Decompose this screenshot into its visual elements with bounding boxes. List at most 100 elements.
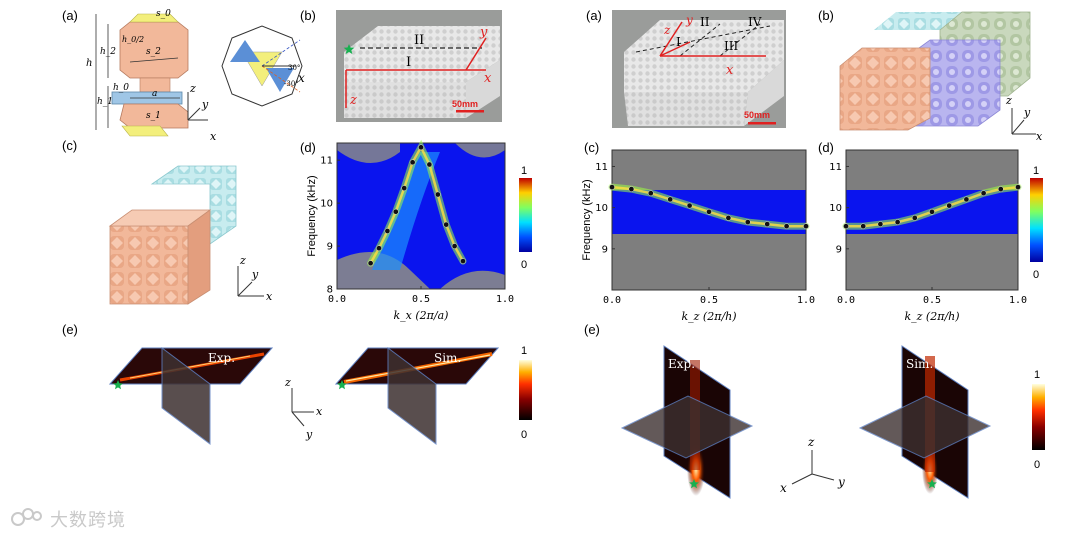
- right-e-sim-field: [858, 345, 992, 499]
- right-d-xtick-label: 0.5: [923, 295, 941, 306]
- left-d-point: [443, 221, 450, 228]
- left-d-ytick-label: 11: [320, 156, 333, 167]
- right-e-exp-label: Exp.: [668, 357, 695, 371]
- right-e-sim-star-icon: [927, 479, 937, 489]
- left-e-axis-y: y: [305, 428, 313, 441]
- right-c-point: [725, 215, 732, 221]
- dim-s1: s_1: [146, 111, 161, 121]
- right-c-point: [686, 202, 693, 209]
- right-e-axis-y: y: [837, 475, 845, 489]
- right-c-ytick-label: 10: [595, 203, 608, 214]
- left-e-label: (e): [62, 322, 78, 337]
- right-d-xtick-label: 1.0: [1009, 295, 1027, 306]
- right-c-xtick-label: 1.0: [797, 295, 815, 306]
- left-b-axis-x: x: [484, 71, 492, 86]
- right-a-scale-bar: 50mm: [744, 110, 770, 120]
- right-d-ytick-label: 9: [836, 244, 842, 255]
- left-d-series-line-0: [369, 144, 465, 264]
- dim-h: h: [86, 58, 92, 69]
- right-a-axis-y: y: [685, 13, 693, 27]
- left-d-ytick-label: 10: [320, 199, 333, 210]
- left-d-colorbar: [519, 178, 532, 252]
- right-d-colorbar: [1030, 178, 1043, 262]
- right-c-point: [706, 208, 712, 215]
- right-c-point: [667, 196, 674, 203]
- left-b-region-ii: II: [414, 33, 424, 48]
- left-d-xtick-label: 0.0: [328, 294, 346, 305]
- left-e-exp-star-icon: [113, 380, 123, 390]
- left-e-colorbar-max: 1: [521, 345, 527, 357]
- watermark-text: 大数跨境: [50, 510, 126, 531]
- right-d-label: (d): [818, 140, 834, 155]
- right-a-region-i: I: [676, 35, 681, 49]
- right-c-point: [764, 221, 771, 227]
- right-c-xlabel: k_z (2π/h): [681, 310, 736, 323]
- right-b-axis-z: z: [1005, 94, 1012, 107]
- left-d-point: [409, 159, 416, 166]
- angle-minus-30: -30°: [284, 80, 299, 88]
- left-e-colorbar-min: 0: [521, 429, 527, 441]
- right-a-axis-x: x: [726, 63, 734, 78]
- right-e-sim-label: Sim.: [906, 357, 933, 371]
- right-b-axis-x: x: [1036, 130, 1043, 143]
- right-a-region-iii: III: [724, 39, 738, 53]
- left-d-label: (d): [300, 140, 316, 155]
- left-d-colorbar-min: 0: [521, 259, 527, 271]
- dim-h0: h_0: [113, 83, 129, 93]
- right-c-ytick-label: 9: [602, 244, 608, 255]
- left-d-xtick-label: 1.0: [496, 294, 514, 305]
- right-c-xtick-label: 0.0: [603, 295, 621, 306]
- right-d-point: [911, 215, 918, 221]
- angle-30: 30°: [288, 64, 300, 72]
- right-d-point: [946, 202, 953, 209]
- left-d-xlabel: k_x (2π/a): [394, 309, 449, 322]
- left-a-top-axis-x: x: [298, 71, 305, 85]
- right-c-ytick-label: 11: [595, 162, 608, 173]
- right-d-point: [894, 219, 901, 225]
- right-e-axis-z: z: [807, 435, 815, 449]
- right-e-colorbar-max: 1: [1034, 369, 1040, 381]
- watermark-logo-icon: [11, 508, 42, 526]
- left-d-point: [434, 191, 441, 198]
- left-d-point: [418, 144, 424, 151]
- left-e-colorbar: [519, 360, 532, 420]
- left-d-chart: 0.0 0.5 1.0 8 9 10 11 k_x (2π/a) Frequency (kHz): [306, 139, 514, 322]
- right-d-ytick-label: 10: [829, 203, 842, 214]
- right-d-point: [929, 208, 935, 215]
- right-d-band-plot: [846, 150, 1018, 290]
- right-d-chart: 0.0 0.5 1.0 9 10 11 k_z (2π/h): [829, 149, 1027, 323]
- left-b-sample-photo: [336, 10, 502, 122]
- right-c-point: [744, 219, 751, 225]
- left-e-axis-x: x: [316, 405, 323, 418]
- left-d-point: [401, 185, 408, 191]
- right-d-colorbar-min: 0: [1033, 269, 1039, 281]
- left-e-sim-star-icon: [337, 380, 347, 390]
- right-c-label: (c): [584, 140, 599, 155]
- dim-h1: h_1: [97, 97, 113, 107]
- right-e-exp-star-icon: [689, 479, 699, 489]
- right-d-point: [877, 221, 884, 227]
- right-c-chart: 0.0 0.5 1.0 9 10 11 k_z (2π/h) Frequency (kHz): [581, 149, 815, 323]
- left-d-point: [376, 245, 382, 252]
- dim-h0-half: h_0/2: [122, 35, 144, 44]
- right-b-lattice-render: [839, 11, 1036, 135]
- right-a-region-iv: IV: [748, 15, 762, 29]
- left-e-sim-label: Sim.: [434, 351, 461, 365]
- left-c-axis-x: x: [266, 290, 273, 303]
- left-d-ylabel: Frequency (kHz): [306, 175, 318, 256]
- left-a-label: (a): [62, 8, 78, 23]
- right-d-point: [843, 223, 849, 230]
- right-d-xlabel: k_z (2π/h): [904, 310, 959, 323]
- right-c-ylabel: Frequency (kHz): [581, 179, 593, 260]
- right-d-ytick-label: 11: [829, 162, 842, 173]
- source-star-icon: [343, 44, 355, 54]
- right-c-point: [803, 223, 809, 230]
- right-e-colorbar-min: 0: [1034, 459, 1040, 471]
- right-d-point: [997, 186, 1004, 192]
- left-b-axis-z: z: [349, 93, 357, 108]
- right-e-axis-x: x: [780, 481, 787, 495]
- left-a-axis-y: y: [201, 98, 209, 111]
- dim-s0: s_0: [156, 9, 171, 19]
- right-a-region-ii: II: [700, 15, 710, 29]
